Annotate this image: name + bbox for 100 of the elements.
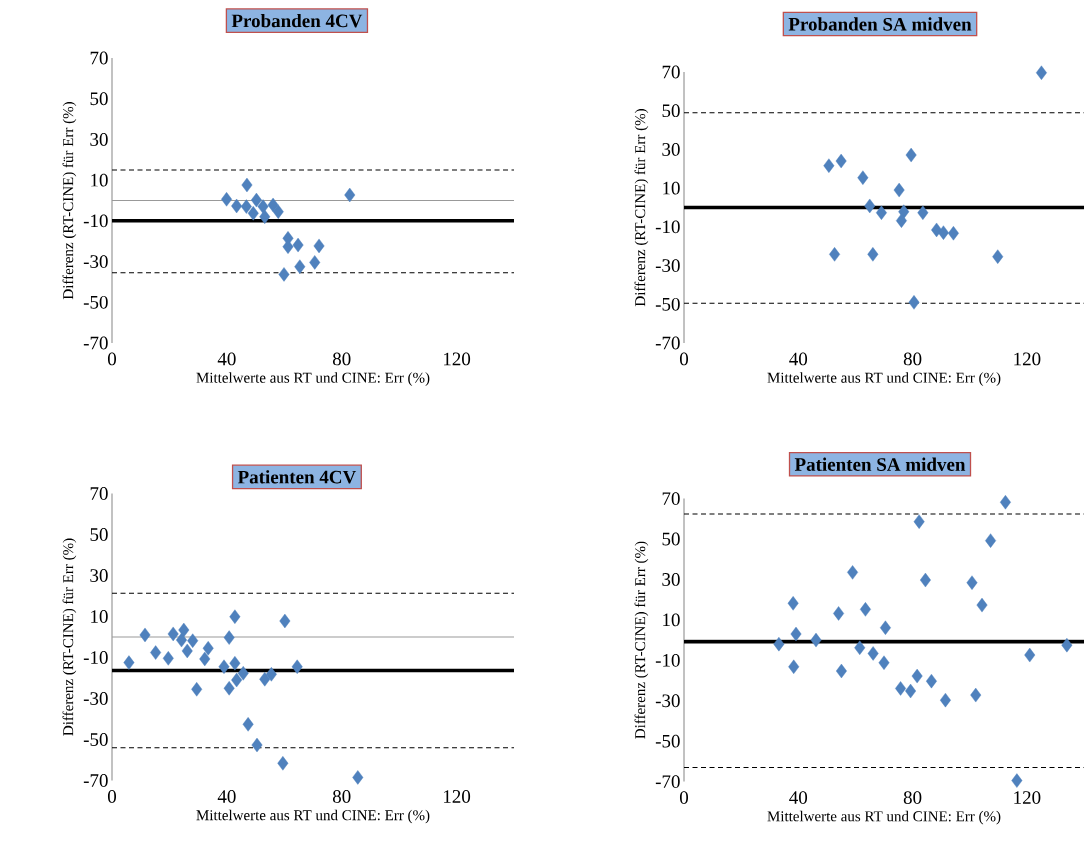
- point: [859, 602, 871, 617]
- point: [251, 737, 263, 753]
- point: [344, 187, 356, 203]
- y-tick-label: -30: [655, 694, 680, 708]
- y-tick-label: 50: [90, 92, 108, 106]
- point: [237, 666, 249, 681]
- y-tick-label: 70: [90, 51, 108, 65]
- point: [790, 626, 802, 642]
- point: [259, 209, 271, 224]
- point: [241, 177, 253, 193]
- y-tick-label: -10: [655, 653, 680, 667]
- point: [162, 651, 174, 666]
- point: [278, 267, 290, 282]
- x-tick-label: 0: [107, 352, 117, 366]
- point: [878, 655, 890, 670]
- point: [879, 620, 891, 635]
- point: [895, 681, 907, 696]
- y-axis-title: Differenz (RT-CINE) für Err (%): [62, 102, 77, 300]
- y-tick-label: 70: [662, 65, 680, 79]
- point: [1024, 647, 1036, 663]
- x-tick-label: 0: [679, 791, 689, 804]
- point: [309, 255, 321, 270]
- chart-title: Probanden 4CV: [231, 13, 363, 28]
- y-tick-label: -30: [83, 255, 108, 268]
- point: [773, 636, 785, 652]
- point: [905, 683, 917, 699]
- x-tick-label: 40: [789, 791, 808, 804]
- y-tick-label: -70: [83, 774, 108, 787]
- y-tick-label: -30: [655, 259, 680, 272]
- y-axis-title: Differenz (RT-CINE) für Err (%): [634, 541, 649, 739]
- point: [167, 626, 179, 642]
- y-tick-label: -50: [655, 297, 680, 311]
- point: [939, 692, 951, 708]
- y-tick-label: 50: [662, 104, 680, 118]
- point: [313, 238, 325, 254]
- point: [231, 672, 243, 688]
- x-tick-label: 0: [679, 352, 689, 366]
- y-axis-title: Differenz (RT-CINE) für Err (%): [634, 109, 649, 307]
- point: [992, 249, 1004, 264]
- point: [966, 575, 978, 590]
- point: [267, 197, 279, 213]
- y-tick-label: 30: [90, 569, 108, 582]
- point: [787, 596, 799, 611]
- point: [917, 205, 929, 220]
- point: [823, 158, 835, 173]
- point: [925, 673, 937, 689]
- y-tick-label: -70: [655, 775, 680, 789]
- y-axis-title: Differenz (RT-CINE) für Err (%): [62, 538, 77, 736]
- point: [833, 606, 845, 621]
- x-tick-label: 120: [443, 790, 471, 803]
- point: [221, 192, 233, 207]
- x-tick-label: 40: [217, 790, 236, 803]
- y-tick-label: 70: [90, 487, 108, 500]
- point: [867, 247, 879, 262]
- point: [229, 656, 241, 671]
- point: [829, 247, 841, 262]
- y-tick-label: -30: [83, 692, 108, 705]
- point: [242, 717, 254, 732]
- x-tick-label: 120: [1014, 352, 1041, 366]
- x-tick-label: 120: [1014, 791, 1041, 804]
- point: [279, 613, 291, 629]
- point: [864, 198, 876, 214]
- point: [976, 597, 988, 613]
- point: [223, 630, 235, 645]
- x-axis-title: Mittelwerte aus RT und CINE: Err (%): [767, 810, 1001, 825]
- point: [913, 514, 925, 529]
- point: [919, 572, 931, 588]
- point: [895, 213, 907, 228]
- point: [123, 655, 135, 670]
- point: [199, 651, 211, 667]
- x-axis-title: Mittelwerte aus RT und CINE: Err (%): [767, 372, 1001, 386]
- x-tick-label: 120: [443, 352, 471, 366]
- point: [847, 565, 859, 580]
- point: [191, 682, 203, 697]
- y-tick-label: 30: [90, 133, 108, 146]
- y-tick-label: -50: [655, 734, 680, 748]
- point: [999, 495, 1011, 510]
- x-axis-title: Mittelwerte aus RT und CINE: Err (%): [196, 809, 430, 824]
- y-tick-label: 10: [663, 181, 680, 195]
- y-tick-label: -10: [83, 214, 108, 228]
- point: [202, 641, 214, 656]
- point: [1061, 637, 1073, 653]
- point: [810, 632, 822, 648]
- point: [835, 663, 847, 679]
- point: [352, 770, 364, 785]
- y-tick-label: 30: [662, 143, 680, 156]
- x-tick-label: 80: [903, 791, 922, 804]
- point: [250, 192, 262, 208]
- y-tick-label: -50: [83, 733, 108, 746]
- point: [294, 259, 306, 274]
- x-tick-label: 0: [107, 790, 117, 803]
- point: [867, 646, 879, 661]
- point: [911, 668, 923, 684]
- y-tick-label: 50: [662, 532, 680, 546]
- point: [259, 672, 271, 687]
- point: [893, 182, 905, 198]
- chart-title: Patienten SA midven: [794, 457, 966, 471]
- chart-title: Patienten 4CV: [237, 470, 357, 484]
- x-axis-title: Mittelwerte aus RT und CINE: Err (%): [196, 372, 430, 386]
- point: [277, 756, 289, 771]
